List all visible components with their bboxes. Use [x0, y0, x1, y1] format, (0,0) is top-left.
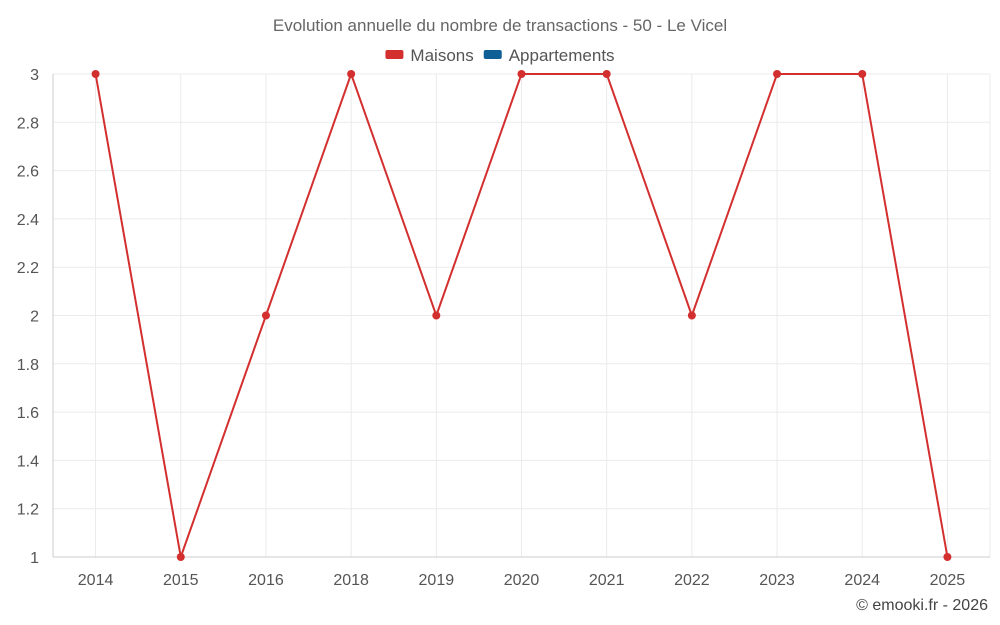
y-tick-label: 2.6 [17, 164, 39, 181]
y-tick-label: 2.8 [17, 115, 39, 132]
y-tick-label: 1.4 [17, 453, 39, 470]
data-point[interactable] [91, 70, 100, 78]
legend-item-maisons[interactable]: Maisons [385, 46, 474, 65]
x-tick-label: 2022 [674, 572, 710, 589]
axes [52, 74, 990, 558]
y-axis-ticks: 1 1.2 1.4 1.6 1.8 2 2.2 2.4 2.6 2.8 3 [17, 67, 39, 567]
data-point[interactable] [943, 553, 952, 561]
x-tick-label: 2014 [78, 572, 114, 589]
x-tick-label: 2024 [844, 572, 880, 589]
y-tick-label: 1 [30, 550, 39, 567]
data-point[interactable] [517, 70, 526, 78]
x-tick-label: 2016 [248, 572, 284, 589]
legend: Maisons Appartements [385, 46, 615, 65]
data-point[interactable] [176, 553, 185, 561]
x-tick-label: 2023 [759, 572, 795, 589]
y-tick-label: 2.2 [17, 260, 39, 277]
chart-title: Evolution annuelle du nombre de transact… [273, 16, 727, 35]
legend-label: Maisons [410, 46, 473, 65]
y-tick-label: 1.6 [17, 405, 39, 422]
legend-label: Appartements [509, 46, 615, 65]
y-tick-label: 1.2 [17, 502, 39, 519]
x-tick-label: 2020 [504, 572, 540, 589]
y-tick-label: 3 [30, 67, 39, 84]
data-point[interactable] [773, 70, 782, 78]
x-tick-label: 2025 [930, 572, 966, 589]
x-tick-label: 2018 [333, 572, 369, 589]
credit-text: © emooki.fr - 2026 [856, 597, 988, 614]
x-tick-label: 2015 [163, 572, 199, 589]
legend-swatch [483, 50, 502, 59]
data-point[interactable] [347, 70, 356, 78]
grid [53, 73, 991, 558]
data-point[interactable] [602, 70, 611, 78]
data-point[interactable] [432, 311, 441, 320]
legend-swatch [385, 50, 404, 59]
data-point[interactable] [261, 311, 270, 320]
y-tick-label: 2.4 [17, 212, 39, 229]
data-point[interactable] [687, 311, 696, 320]
y-tick-label: 1.8 [17, 357, 39, 374]
series-layer [91, 70, 952, 561]
x-axis-ticks: 2014 2015 2016 2018 2019 2020 2021 2022 2023 2024… [78, 572, 966, 589]
y-tick-label: 2 [30, 309, 39, 326]
legend-item-appartements[interactable]: Appartements [483, 46, 615, 65]
x-tick-label: 2019 [419, 572, 455, 589]
data-point[interactable] [858, 70, 867, 78]
x-tick-label: 2021 [589, 572, 625, 589]
